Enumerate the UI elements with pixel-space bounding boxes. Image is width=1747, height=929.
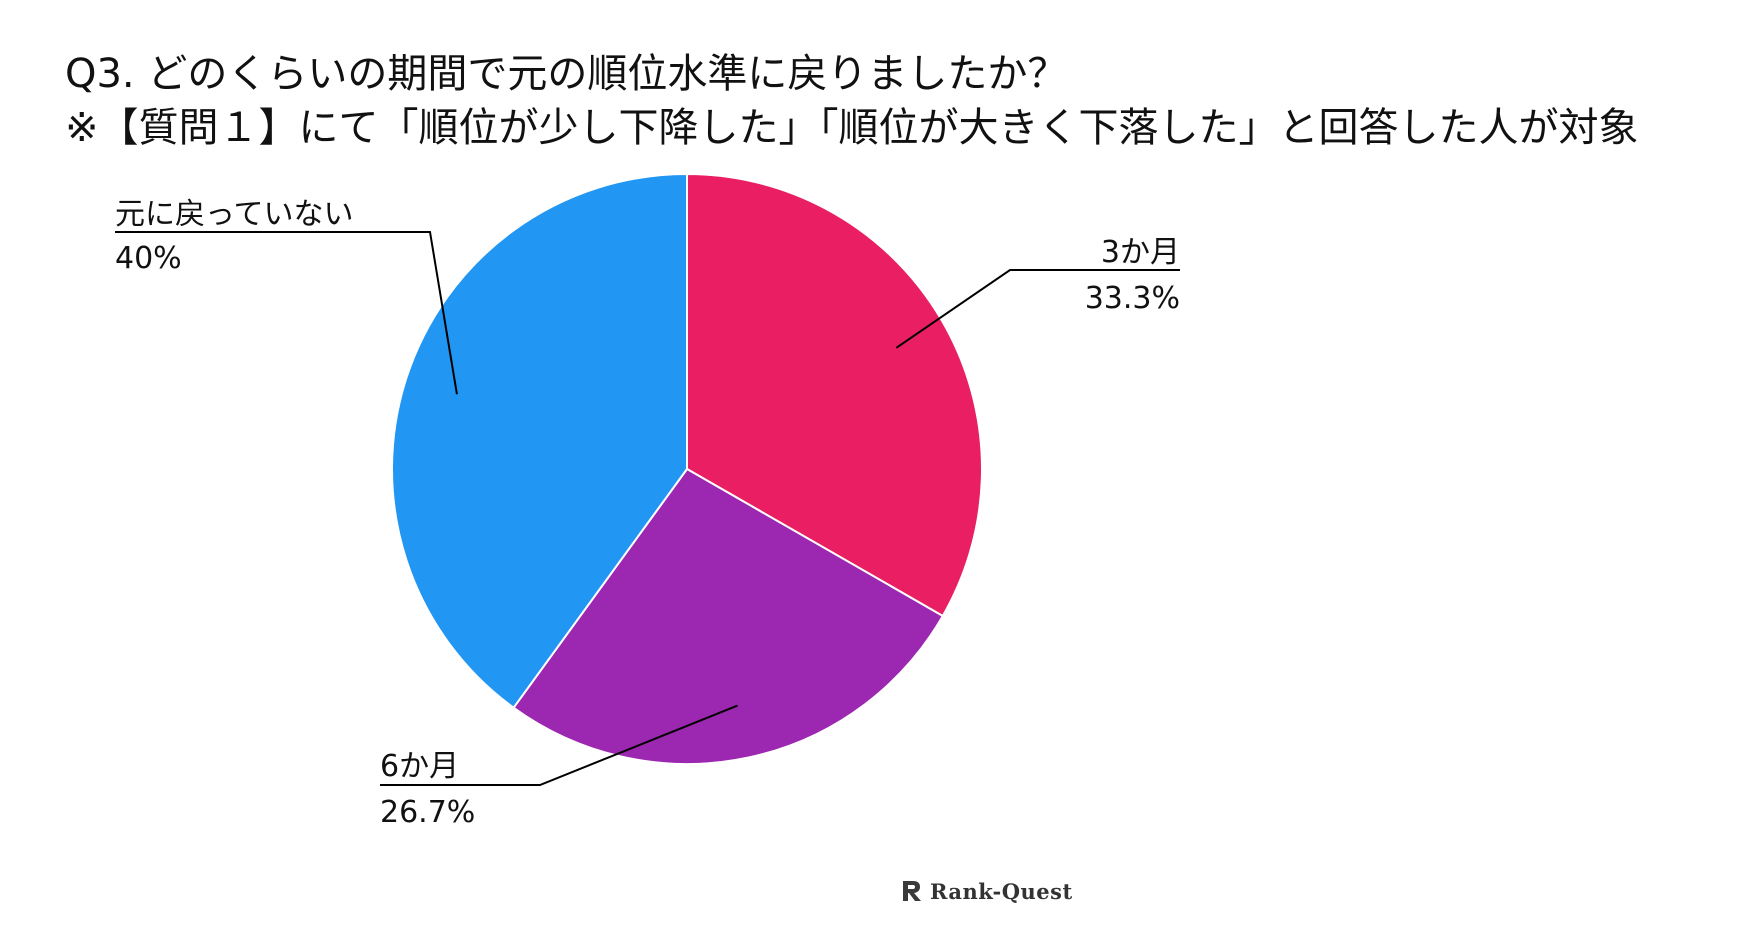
pie-slice-2 — [512, 467, 945, 765]
leader-line-3 — [115, 231, 458, 395]
slice-label-2: 6か月 — [380, 749, 459, 784]
slice-percent-1: 33.3% — [1085, 281, 1180, 316]
leader-line-2 — [380, 704, 738, 786]
leader-line-1 — [895, 269, 1180, 349]
slice-percent-2: 26.7% — [380, 795, 475, 830]
pie-slices — [391, 172, 983, 765]
slice-label-1: 3か月 — [1101, 235, 1180, 270]
chart-title: Q3. どのくらいの期間で元の順位水準に戻りましたか？ — [65, 51, 1068, 97]
slice-percent-3: 40% — [115, 241, 182, 276]
watermark-text: Rank-Quest — [930, 878, 1073, 904]
pie-slice-3 — [391, 172, 688, 710]
pie-labels: 3か月 33.3% 6か月 26.7% 元に戻っていない 40% — [115, 197, 1180, 830]
pie-slice-1 — [686, 172, 983, 618]
watermark: Rank-Quest — [898, 878, 1073, 904]
slice-label-3: 元に戻っていない — [115, 197, 354, 232]
rank-quest-logo-icon — [903, 881, 921, 901]
chart-subtitle: ※【質問１】にて「順位が少し下降した」「順位が大きく下落した」と回答した人が対象 — [65, 105, 1639, 151]
